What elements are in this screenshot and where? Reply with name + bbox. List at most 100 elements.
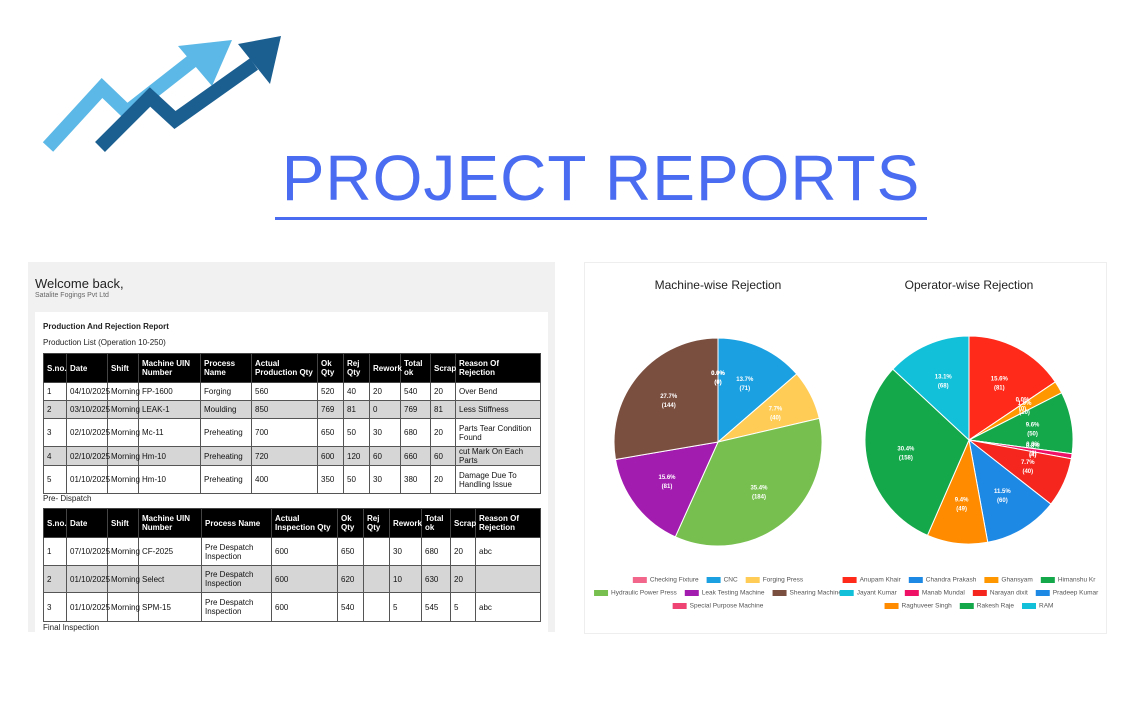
table-cell: Pre Despatch Inspection <box>201 592 272 622</box>
column-header: Total ok <box>400 353 431 383</box>
column-header: Rework <box>389 508 422 538</box>
logo-arrowhead-dark <box>238 36 281 84</box>
slice-value: (144) <box>662 403 676 409</box>
table-cell: 540 <box>400 382 431 401</box>
table-cell: 720 <box>251 446 318 466</box>
table-cell: 3 <box>43 418 67 447</box>
page-title: PROJECT REPORTS <box>281 142 921 214</box>
table-cell: 01/10/2025 <box>66 592 110 622</box>
table-cell <box>363 592 390 622</box>
table-cell: 40 <box>343 382 370 401</box>
column-header: Date <box>66 353 108 383</box>
header-row: S.no. Date Shift Machine UIN Number Process … <box>43 508 541 538</box>
legend-swatch <box>884 603 899 609</box>
table-cell: 5 <box>450 592 476 622</box>
column-header: Reason Of Rejection <box>475 508 541 538</box>
slice-percent: 9.6% <box>1026 423 1040 429</box>
legend-label: Hydraulic Power Press <box>611 590 677 597</box>
table-cell: 2 <box>43 400 67 419</box>
table-cell: 81 <box>430 400 456 419</box>
column-header: Scrap <box>450 508 476 538</box>
column-header: Rej Qty <box>363 508 390 538</box>
slice-value: (81) <box>662 484 673 490</box>
table-cell: 3 <box>43 592 67 622</box>
table-cell: Preheating <box>200 418 252 447</box>
column-header: Ok Qty <box>337 508 364 538</box>
legend-label: RAM <box>1039 603 1053 610</box>
table-cell: cut Mark On Each Parts <box>455 446 541 466</box>
slice-value: (49) <box>956 507 967 513</box>
column-header: Machine UIN Number <box>138 508 202 538</box>
table-cell: 520 <box>317 382 344 401</box>
slice-percent: 11.5% <box>994 489 1011 495</box>
legend-label: Raghuveer Singh <box>902 603 953 610</box>
table-cell: Morning <box>107 537 140 566</box>
table-cell: Parts Tear Condition Found <box>455 418 541 447</box>
legend-swatch <box>839 590 854 596</box>
legend-swatch <box>632 577 647 583</box>
column-header: Total ok <box>421 508 451 538</box>
slice-percent: 13.7% <box>736 377 754 383</box>
column-header: Rework <box>369 353 402 383</box>
table-cell: 650 <box>337 537 364 566</box>
table-cell: 400 <box>251 465 318 494</box>
slice-percent: 0.0% <box>711 371 725 377</box>
column-header: Scrap <box>430 353 456 383</box>
pie-slice <box>717 337 798 444</box>
table-caption: Production List (Operation 10-250) <box>43 338 166 347</box>
table-cell: 02/10/2025 <box>66 418 110 447</box>
table-cell: 0 <box>369 400 401 419</box>
chart-title: Operator-wise Rejection <box>905 278 1034 292</box>
table-cell: Preheating <box>200 465 252 494</box>
table-cell: 02/10/2025 <box>66 446 110 466</box>
table-cell: 30 <box>369 465 401 494</box>
table-cell: 540 <box>337 592 364 622</box>
table-cell: 01/10/2025 <box>66 465 110 494</box>
table-cell: 30 <box>369 418 401 447</box>
legend-label: Shearing Machine <box>790 590 843 597</box>
legend-label: Pradeep Kumar <box>1053 590 1099 597</box>
slice-value: (10) <box>1019 410 1030 416</box>
table-cell: abc <box>475 537 541 566</box>
table-caption: Final Inspection <box>43 623 100 632</box>
pie-slice <box>864 368 970 537</box>
table-cell: Over Bend <box>455 382 541 401</box>
slice-percent: 0.8% <box>1026 444 1040 450</box>
slice-value: (184) <box>752 494 766 500</box>
table-cell: 600 <box>271 565 338 593</box>
table-cell: 81 <box>343 400 370 419</box>
pie-slice <box>968 335 1056 441</box>
table-row: 5 01/10/2025 Morning Hm-10 Preheating 400 350 5… <box>43 465 541 494</box>
slice-value: (60) <box>997 498 1008 504</box>
legend-swatch <box>684 590 699 596</box>
legend-label: Checking Fixture <box>650 577 699 584</box>
legend-label: Special Purpose Machine <box>690 603 764 610</box>
pre-dispatch-table: S.no. Date Shift Machine UIN Number Process … <box>43 508 541 622</box>
logo-arrow-dark <box>95 58 259 152</box>
table-row: 3 01/10/2025 Morning SPM-15 Pre Despatch Ins… <box>43 592 541 622</box>
table-cell: 5 <box>389 592 422 622</box>
table-cell: LEAK-1 <box>138 400 201 419</box>
table-cell: 03/10/2025 <box>66 400 110 419</box>
logo-arrow-light <box>42 52 201 152</box>
column-header: Shift <box>107 353 139 383</box>
table-caption: Pre- Dispatch <box>43 494 92 503</box>
table-cell: 4 <box>43 446 67 466</box>
legend-swatch <box>972 590 987 596</box>
table-cell: 600 <box>317 446 344 466</box>
table-cell: 545 <box>421 592 451 622</box>
legend-swatch <box>984 577 999 583</box>
slice-value: (71) <box>739 386 750 392</box>
legend-label: Himanshu Kr <box>1058 577 1096 584</box>
slice-percent: 1.9% <box>1018 401 1032 407</box>
slice-percent: 15.6% <box>991 377 1009 383</box>
table-cell: 120 <box>343 446 370 466</box>
table-cell: Pre Despatch Inspection <box>201 537 272 566</box>
legend-swatch <box>594 590 609 596</box>
logo-arrowhead-light <box>178 40 232 86</box>
slice-percent: 0.0% <box>1026 442 1040 448</box>
slice-value: (50) <box>1027 432 1038 438</box>
slice-percent: 9.4% <box>955 498 969 504</box>
pie-slice <box>892 335 970 442</box>
table-cell: 769 <box>400 400 431 419</box>
